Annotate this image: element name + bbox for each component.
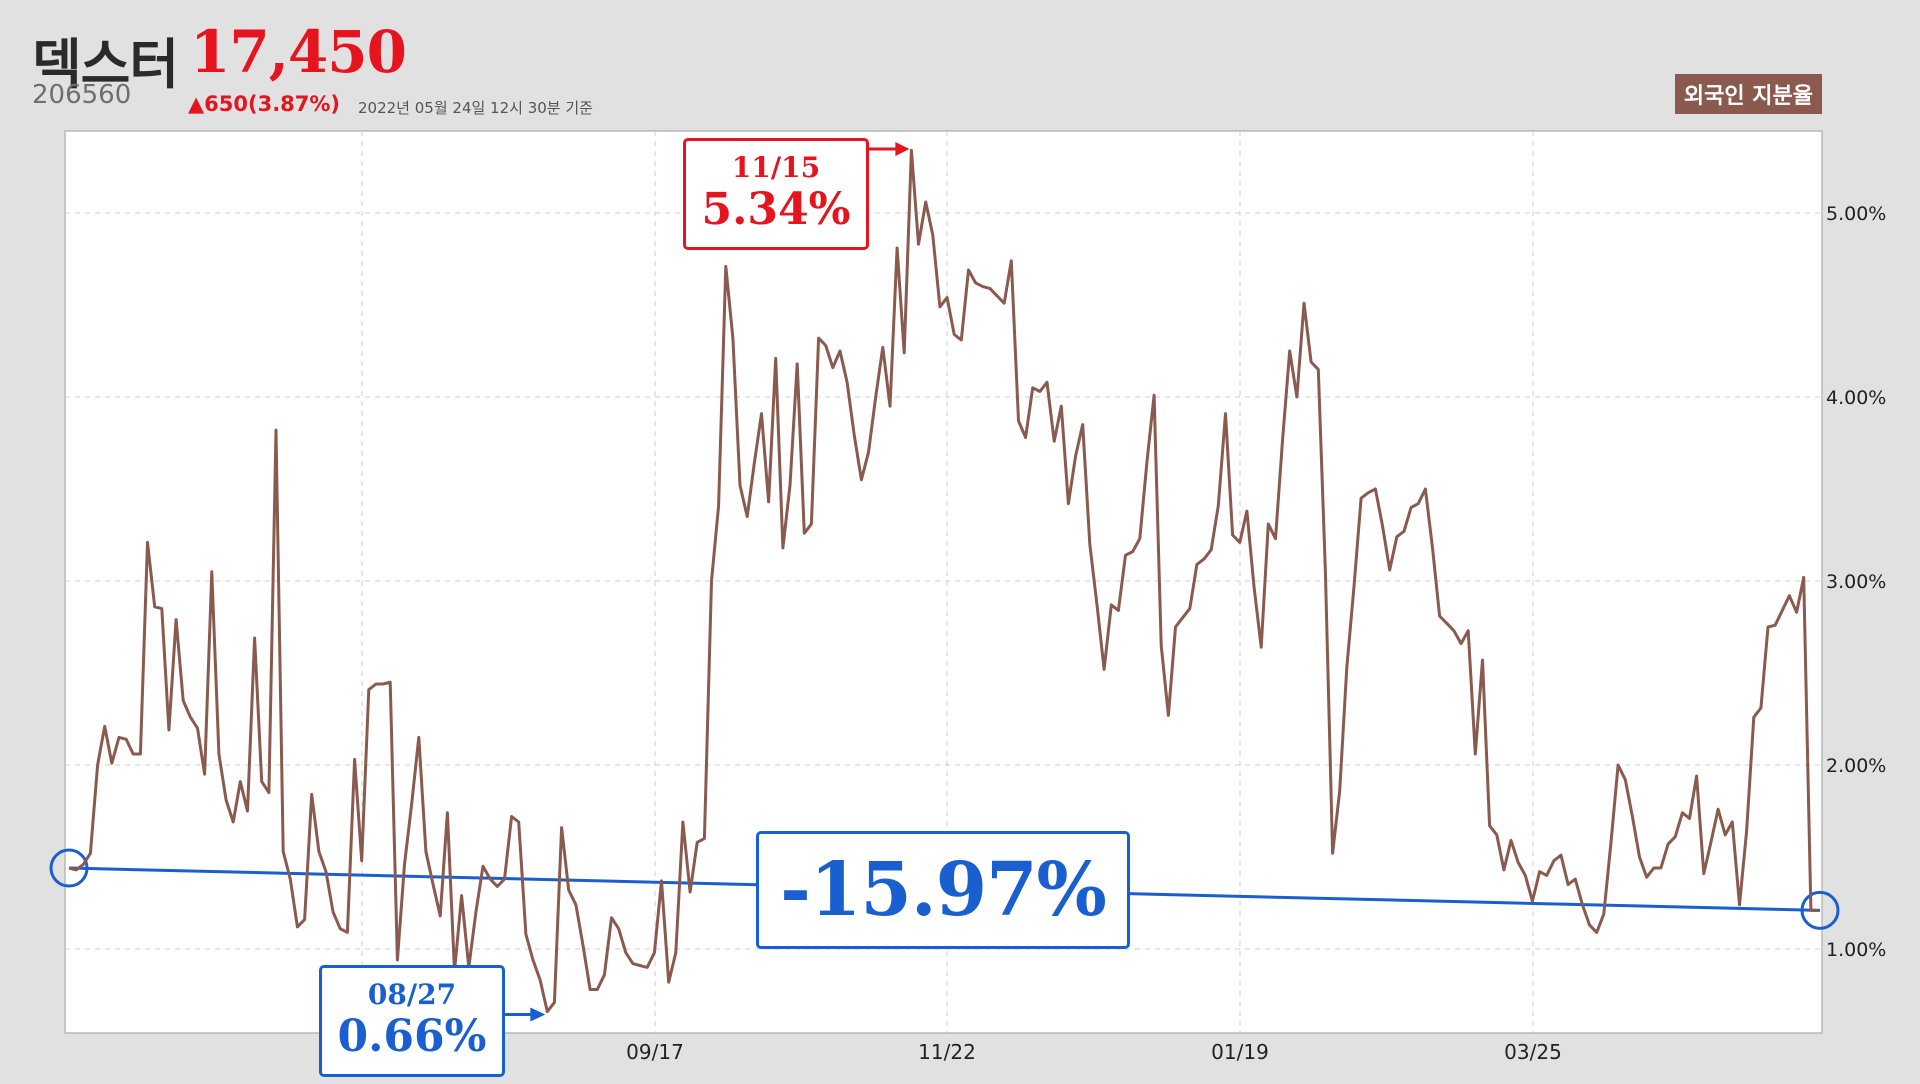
change-callout: -15.97% (756, 831, 1130, 949)
x-tick-label: 09/17 (626, 1040, 684, 1064)
x-tick-label: 01/19 (1211, 1040, 1269, 1064)
y-tick-label: 1.00% (1826, 939, 1886, 961)
y-tick-label: 2.00% (1826, 755, 1886, 777)
low-value: 0.66% (337, 1011, 487, 1062)
price-change: ▲650(3.87%) (188, 92, 341, 116)
metric-badge: 외국인 지분율 (1674, 74, 1822, 114)
header: 덱스터 17,450 206560 ▲650(3.87%) 2022년 05월 … (0, 0, 1920, 130)
stock-name: 덱스터 (32, 33, 179, 96)
change-value: -15.97% (780, 847, 1107, 933)
low-date: 08/27 (367, 978, 457, 1011)
trend-end-marker (1800, 890, 1840, 930)
x-tick-label: 11/22 (918, 1040, 976, 1064)
high-arrow-head (895, 142, 910, 156)
high-callout: 11/15 5.34% (683, 138, 869, 250)
low-callout: 08/27 0.66% (319, 965, 505, 1077)
trend-start-marker (49, 848, 89, 888)
series-line (68, 148, 1818, 1014)
as-of-timestamp: 2022년 05월 24일 12시 30분 기준 (358, 99, 593, 117)
high-date: 11/15 (731, 151, 821, 184)
stock-price: 17,450 (190, 18, 407, 86)
y-tick-label: 4.00% (1826, 387, 1886, 409)
stock-code: 206560 (32, 80, 132, 110)
y-tick-label: 5.00% (1826, 203, 1886, 225)
x-tick-label: 03/25 (1504, 1040, 1562, 1064)
low-arrow-head (530, 1007, 546, 1022)
high-value: 5.34% (701, 184, 851, 235)
y-tick-label: 3.00% (1826, 571, 1886, 593)
